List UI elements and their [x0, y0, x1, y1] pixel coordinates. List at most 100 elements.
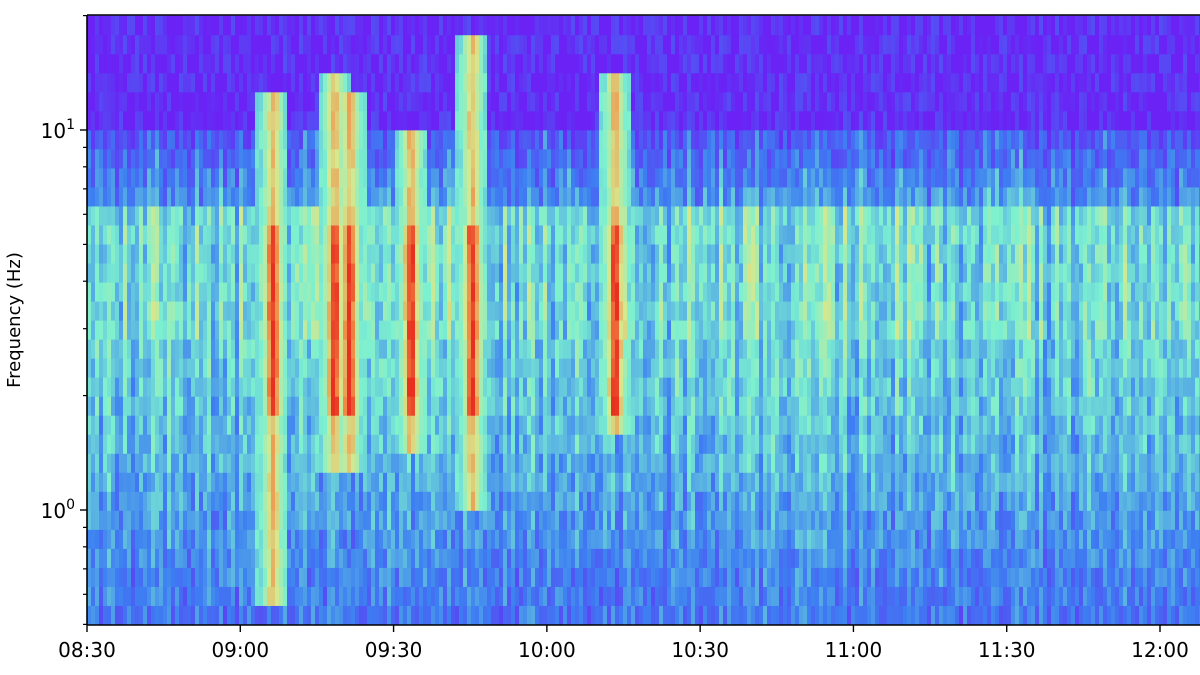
heatmap-cell	[463, 72, 467, 93]
heatmap-cell	[451, 110, 455, 131]
heatmap-cell	[179, 129, 183, 150]
heatmap-cell	[131, 510, 135, 530]
heatmap-cell	[199, 529, 203, 549]
heatmap-cell	[631, 491, 635, 511]
heatmap-cell	[551, 148, 555, 169]
heatmap-cell	[415, 472, 419, 492]
heatmap-cell	[127, 34, 131, 55]
heatmap-cell	[615, 300, 619, 321]
heatmap-cell	[239, 300, 243, 321]
heatmap-cell	[215, 34, 219, 55]
heatmap-cell	[131, 339, 135, 359]
heatmap-cell	[611, 491, 615, 511]
heatmap-cell	[175, 186, 179, 207]
heatmap-cell	[555, 186, 559, 207]
heatmap-cell	[275, 148, 279, 169]
heatmap-cell	[463, 148, 467, 169]
heatmap-cell	[363, 300, 367, 321]
heatmap-cell	[703, 567, 707, 587]
heatmap-cell	[239, 472, 243, 492]
heatmap-cell	[451, 262, 455, 283]
heatmap-cell	[259, 358, 263, 378]
heatmap-cell	[131, 434, 135, 454]
heatmap-cell	[687, 605, 691, 625]
heatmap-cell	[623, 243, 627, 264]
heatmap-cell	[251, 262, 255, 283]
heatmap-cell	[575, 548, 579, 568]
heatmap-cell	[307, 110, 311, 131]
heatmap-cell	[395, 415, 399, 435]
heatmap-cell	[171, 491, 175, 511]
heatmap-cell	[427, 415, 431, 435]
heatmap-cell	[203, 358, 207, 378]
heatmap-cell	[235, 396, 239, 416]
heatmap-cell	[567, 529, 571, 549]
heatmap-cell	[703, 262, 707, 283]
heatmap-cell	[203, 110, 207, 131]
heatmap-cell	[531, 91, 535, 112]
heatmap-cell	[663, 91, 667, 112]
heatmap-cell	[559, 320, 563, 340]
heatmap-cell	[691, 491, 695, 511]
heatmap-cell	[95, 605, 99, 625]
heatmap-cell	[435, 434, 439, 454]
heatmap-cell	[303, 434, 307, 454]
heatmap-cell	[691, 377, 695, 397]
heatmap-cell	[395, 281, 399, 302]
heatmap-cell	[531, 34, 535, 55]
heatmap-cell	[523, 548, 527, 568]
heatmap-cell	[135, 243, 139, 264]
heatmap-cell	[371, 224, 375, 245]
heatmap-cell	[599, 396, 603, 416]
heatmap-cell	[239, 110, 243, 131]
heatmap-cell	[187, 339, 191, 359]
heatmap-cell	[355, 529, 359, 549]
heatmap-cell	[519, 567, 523, 587]
heatmap-cell	[531, 148, 535, 169]
heatmap-cell	[615, 548, 619, 568]
heatmap-cell	[387, 320, 391, 340]
heatmap-cell	[679, 53, 683, 74]
heatmap-cell	[395, 396, 399, 416]
heatmap-cell	[171, 243, 175, 264]
heatmap-cell	[515, 300, 519, 321]
heatmap-cell	[407, 186, 411, 207]
heatmap-cell	[355, 300, 359, 321]
heatmap-cell	[571, 129, 575, 150]
heatmap-cell	[467, 186, 471, 207]
heatmap-cell	[315, 358, 319, 378]
heatmap-cell	[315, 262, 319, 283]
heatmap-cell	[503, 415, 507, 435]
heatmap-cell	[459, 148, 463, 169]
heatmap-cell	[131, 415, 135, 435]
heatmap-cell	[543, 415, 547, 435]
heatmap-cell	[459, 91, 463, 112]
heatmap-cell	[371, 34, 375, 55]
heatmap-cell	[587, 110, 591, 131]
heatmap-cell	[323, 167, 327, 188]
heatmap-cell	[435, 605, 439, 625]
heatmap-cell	[203, 377, 207, 397]
heatmap-cell	[535, 186, 539, 207]
heatmap-cell	[151, 15, 155, 36]
heatmap-cell	[195, 358, 199, 378]
heatmap-cell	[403, 129, 407, 150]
heatmap-cell	[455, 15, 459, 36]
heatmap-cell	[199, 281, 203, 302]
heatmap-cell	[451, 529, 455, 549]
heatmap-cell	[675, 34, 679, 55]
heatmap-cell	[447, 167, 451, 188]
heatmap-cell	[183, 110, 187, 131]
heatmap-cell	[491, 434, 495, 454]
heatmap-cell	[463, 300, 467, 321]
heatmap-cell	[467, 167, 471, 188]
heatmap-cell	[399, 453, 403, 473]
heatmap-cell	[315, 243, 319, 264]
heatmap-cell	[503, 358, 507, 378]
heatmap-cell	[271, 224, 275, 245]
heatmap-cell	[611, 205, 615, 226]
heatmap-cell	[227, 167, 231, 188]
heatmap-cell	[595, 34, 599, 55]
heatmap-cell	[707, 510, 711, 530]
heatmap-cell	[451, 300, 455, 321]
